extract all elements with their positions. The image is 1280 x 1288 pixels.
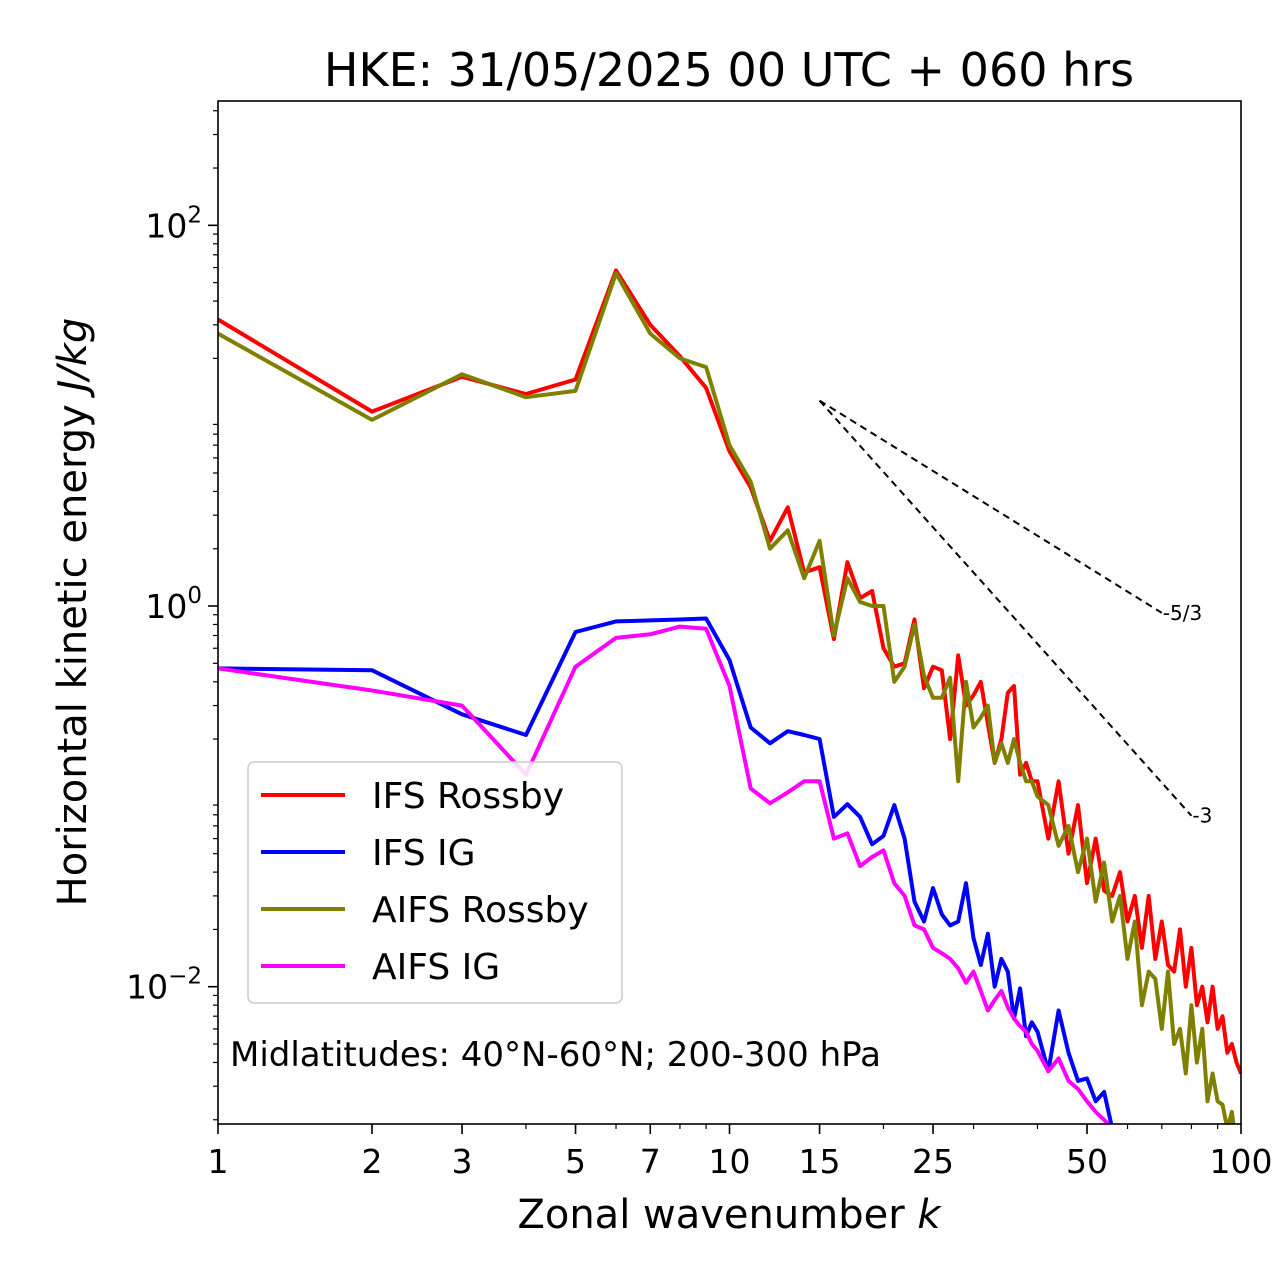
series-line-ifs-ig — [218, 616, 1114, 1124]
x-tick-label: 15 — [799, 1142, 841, 1181]
legend-label: AIFS Rossby — [372, 890, 589, 931]
x-axis-label-symbol: k — [917, 1192, 942, 1238]
legend-box — [247, 761, 623, 1004]
x-tick-label: 2 — [361, 1142, 382, 1181]
y-axis-ticks: 10−2 100 102 — [126, 110, 218, 1121]
x-axis-label-text: Zonal wavenumber — [517, 1192, 905, 1238]
reference-slope-line — [818, 399, 1193, 817]
legend-label: IFS IG — [372, 833, 476, 874]
x-tick-label: 3 — [452, 1142, 473, 1181]
y-tick-label: 102 — [145, 202, 202, 245]
reference-slope-label: -5/3 — [1163, 601, 1202, 625]
series-line-aifs-rossby — [218, 271, 1236, 1124]
y-axis-label: Horizontal kinetic energy J/kg — [50, 318, 96, 907]
x-tick-label: 10 — [709, 1142, 751, 1181]
y-tick-label: 10−2 — [126, 964, 202, 1007]
x-tick-label: 1 — [208, 1142, 229, 1181]
x-tick-label: 25 — [912, 1142, 954, 1181]
reference-slope-label: -3 — [1192, 804, 1212, 828]
y-axis-label-units: J/kg — [50, 318, 96, 399]
x-tick-label: 7 — [640, 1142, 661, 1181]
x-axis-label: Zonal wavenumber k — [517, 1192, 942, 1238]
series-line-aifs-ig — [218, 624, 1111, 1124]
legend-label: AIFS IG — [372, 947, 500, 988]
reference-slopes: -5/3 -3 — [818, 399, 1212, 828]
x-tick-label: 100 — [1210, 1142, 1273, 1181]
legend: IFS Rossby IFS IG AIFS Rossby AIFS IG — [247, 761, 623, 1004]
y-tick-label: 100 — [145, 583, 202, 626]
x-tick-label: 50 — [1066, 1142, 1108, 1181]
x-axis-ticks: 1 2 3 5 7 10 15 25 50 100 — [208, 1124, 1273, 1181]
y-axis-label-text: Horizontal kinetic energy — [50, 404, 96, 906]
series-layer — [218, 268, 1241, 1124]
series-line-ifs-rossby — [218, 268, 1241, 1075]
x-tick-label: 5 — [565, 1142, 586, 1181]
region-annotation: Midlatitudes: 40°N-60°N; 200-300 hPa — [230, 1035, 881, 1075]
legend-label: IFS Rossby — [372, 776, 564, 817]
chart-title: HKE: 31/05/2025 00 UTC + 060 hrs — [324, 43, 1134, 97]
